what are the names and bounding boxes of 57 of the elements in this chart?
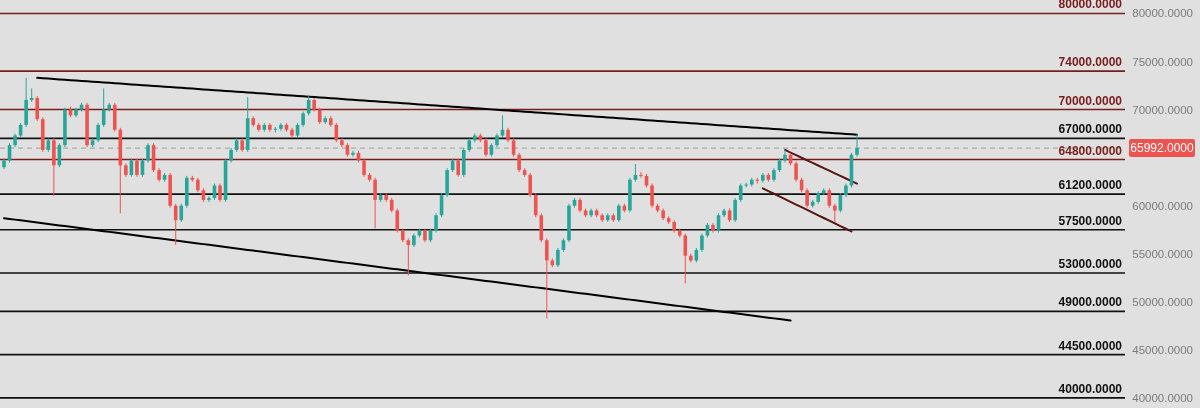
ref-line-label: 67000.0000 <box>1058 122 1123 137</box>
y-tick-label: 60000.0000 <box>1132 199 1193 212</box>
candlestick <box>362 158 366 178</box>
candlestick <box>639 171 643 179</box>
candlestick <box>833 203 837 223</box>
candlestick <box>733 197 737 223</box>
candlestick <box>855 133 859 158</box>
candlestick <box>794 160 798 183</box>
candlestick <box>207 195 211 203</box>
y-tick-label: 70000.0000 <box>1132 103 1193 116</box>
candlestick <box>456 158 460 178</box>
candlestick <box>179 203 184 223</box>
candlestick <box>146 142 150 163</box>
candlestick <box>528 172 532 198</box>
line-series <box>36 76 858 136</box>
candlestick <box>373 177 377 229</box>
candlestick <box>484 137 488 158</box>
candlestick <box>805 187 809 209</box>
ref-line-label: 53000.0000 <box>1058 256 1123 271</box>
candlestick <box>395 208 400 234</box>
ref-line-label: 70000.0000 <box>1058 93 1123 108</box>
candlestick <box>434 212 438 234</box>
candlestick <box>351 150 355 158</box>
ref-line-label: 57500.0000 <box>1058 213 1123 228</box>
y-tick-label: 55000.0000 <box>1132 247 1193 260</box>
candlestick <box>783 149 787 163</box>
ref-line-label: 80000.0000 <box>1058 0 1123 12</box>
candlestick <box>683 233 688 284</box>
line-series <box>783 148 858 185</box>
candlestick <box>279 122 283 132</box>
candlestick <box>517 152 521 173</box>
candlestick <box>135 158 139 178</box>
y-tick-label: 75000.0000 <box>1132 55 1193 68</box>
ref-line-label: 61200.0000 <box>1058 178 1123 193</box>
candlestick <box>533 192 538 218</box>
y-tick-label: 50000.0000 <box>1132 295 1193 308</box>
ref-line-label: 65992.0000 <box>1130 141 1195 156</box>
candlestick <box>650 183 654 209</box>
candlestick <box>35 95 40 122</box>
candlestick <box>218 183 222 203</box>
ref-line-label: 49000.0000 <box>1058 295 1123 310</box>
candlestick <box>173 203 178 246</box>
candlestick <box>617 203 621 223</box>
candlestick <box>545 237 549 319</box>
y-tick-label: 40000.0000 <box>1132 391 1193 404</box>
ref-line-label: 74000.0000 <box>1058 55 1123 70</box>
candlestick <box>700 233 704 253</box>
y-tick-label: 45000.0000 <box>1132 343 1193 356</box>
y-tick-label: 80000.0000 <box>1132 7 1193 20</box>
ref-line-label: 40000.0000 <box>1058 381 1123 396</box>
ref-line-label: 64800.0000 <box>1058 143 1123 158</box>
candlestick <box>101 87 106 128</box>
line-series <box>3 217 792 322</box>
line-series <box>761 187 853 233</box>
candlestick <box>556 247 560 268</box>
ref-line-label: 44500.0000 <box>1058 338 1123 353</box>
candlestick <box>96 122 100 143</box>
